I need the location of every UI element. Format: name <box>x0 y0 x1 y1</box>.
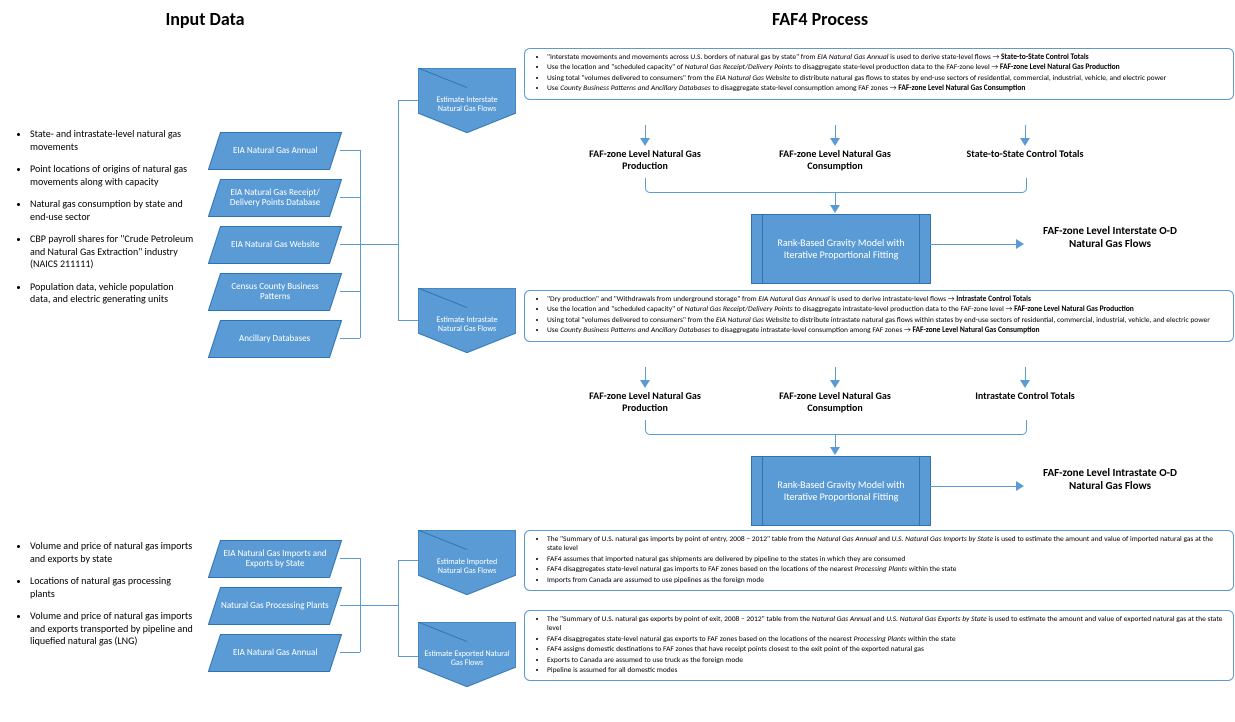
sub-out: Intrastate Control Totals <box>960 390 1090 402</box>
connector <box>340 150 360 151</box>
process-title: FAF4 Process <box>720 8 920 30</box>
box-item: Pipeline is assumed for all domestic mod… <box>547 666 1227 675</box>
sub-out: FAF-zone Level Natural Gas Production <box>580 148 710 171</box>
bullet-item: State- and intrastate-level natural gas … <box>30 128 196 153</box>
box-item: FAF4 disaggregates state-level natural g… <box>547 635 1227 644</box>
box-item: Using total "volumes delivered to consum… <box>547 316 1227 325</box>
data-source: Ancillary Databases <box>208 320 342 358</box>
data-source: EIA Natural Gas Website <box>208 226 342 264</box>
chevron-intrastate: Estimate Intrastate Natural Gas Flows <box>418 288 516 354</box>
bullet-item: Locations of natural gas processing plan… <box>30 575 196 600</box>
arrow-down-icon <box>830 138 840 146</box>
box-imported: The "Summary of U.S. natural gas imports… <box>524 530 1234 591</box>
arrow-down-icon <box>830 205 840 213</box>
connector <box>340 558 360 559</box>
connector <box>340 652 360 653</box>
connector <box>926 244 1016 245</box>
final-output: FAF-zone Level Intrastate O-D Natural Ga… <box>1030 466 1190 492</box>
sub-out: FAF-zone Level Natural Gas Consumption <box>770 148 900 171</box>
data-source: EIA Natural Gas Annual <box>208 634 342 672</box>
box-exported: The "Summary of U.S. natural gas exports… <box>524 610 1234 681</box>
connector <box>926 486 1016 487</box>
connector <box>340 244 360 245</box>
box-item: FAF4 assigns domestic destinations to FA… <box>547 645 1227 654</box>
connector <box>398 100 418 101</box>
bracket <box>645 420 1027 435</box>
box-item: Use the location and "scheduled capacity… <box>547 305 1227 314</box>
arrow-down-icon <box>1020 138 1030 146</box>
connector <box>340 197 360 198</box>
sub-out: FAF-zone Level Natural Gas Production <box>580 390 710 413</box>
box-interstate: "Interstate movements and movements acro… <box>524 48 1234 100</box>
input-bullets-bottom: Volume and price of natural gas imports … <box>16 540 196 658</box>
box-item: Exports to Canada are assumed to use tru… <box>547 656 1227 665</box>
box-item: The "Summary of U.S. natural gas exports… <box>547 615 1227 634</box>
connector <box>398 656 418 657</box>
arrow-down-icon <box>830 447 840 455</box>
box-item: FAF4 assumes that imported natural gas s… <box>547 555 1227 564</box>
connector <box>1025 125 1026 138</box>
connector <box>340 605 360 606</box>
data-source: EIA Natural Gas Annual <box>208 132 342 170</box>
bullet-item: Volume and price of natural gas imports … <box>30 540 196 565</box>
input-bullets-top: State- and intrastate-level natural gas … <box>16 128 196 316</box>
bullet-item: CBP payroll shares for "Crude Petroleum … <box>30 233 196 271</box>
input-title: Input Data <box>130 8 280 30</box>
connector <box>1025 367 1026 380</box>
arrow-right-icon <box>1016 481 1024 491</box>
arrow-down-icon <box>1020 380 1030 388</box>
model-box: Rank-Based Gravity Model with Iterative … <box>762 456 920 526</box>
connector <box>398 560 418 561</box>
arrow-down-icon <box>640 380 650 388</box>
box-item: FAF4 disaggregates state-level natural g… <box>547 565 1227 574</box>
sub-out: FAF-zone Level Natural Gas Consumption <box>770 390 900 413</box>
box-item: "Interstate movements and movements acro… <box>547 53 1227 62</box>
box-item: "Dry production" and "Withdrawals from u… <box>547 295 1227 304</box>
box-item: Use County Business Patterns and Ancilla… <box>547 84 1227 93</box>
bullet-item: Point locations of origins of natural ga… <box>30 163 196 188</box>
data-source: Census County Business Patterns <box>208 273 342 311</box>
box-intrastate: "Dry production" and "Withdrawals from u… <box>524 290 1234 342</box>
chevron-exported: Estimate Exported Natural Gas Flows <box>418 622 516 688</box>
box-item: Use the location and "scheduled capacity… <box>547 63 1227 72</box>
data-source: Natural Gas Processing Plants <box>208 587 342 625</box>
connector <box>340 291 360 292</box>
connector <box>645 367 646 380</box>
chevron-interstate: Estimate Interstate Natural Gas Flows <box>418 68 516 134</box>
bracket <box>645 178 1027 193</box>
connector <box>398 100 399 320</box>
connector <box>398 560 399 656</box>
box-item: The "Summary of U.S. natural gas imports… <box>547 535 1227 554</box>
connector <box>835 367 836 380</box>
sub-out: State-to-State Control Totals <box>960 148 1090 160</box>
arrow-down-icon <box>640 138 650 146</box>
data-source: EIA Natural Gas Imports and Exports by S… <box>208 540 342 578</box>
box-item: Using total "volumes delivered to consum… <box>547 74 1227 83</box>
arrow-right-icon <box>1016 239 1024 249</box>
arrow-down-icon <box>830 380 840 388</box>
connector <box>360 244 398 245</box>
model-box: Rank-Based Gravity Model with Iterative … <box>762 214 920 284</box>
bullet-item: Natural gas consumption by state and end… <box>30 198 196 223</box>
connector <box>835 125 836 138</box>
connector <box>645 125 646 138</box>
data-source: EIA Natural Gas Receipt/ Delivery Points… <box>208 179 342 217</box>
chevron-imported: Estimate Imported Natural Gas Flows <box>418 530 516 596</box>
connector <box>340 338 360 339</box>
bullet-item: Population data, vehicle population data… <box>30 281 196 306</box>
box-item: Use County Business Patterns and Ancilla… <box>547 326 1227 335</box>
bullet-item: Volume and price of natural gas imports … <box>30 610 196 648</box>
connector <box>360 605 398 606</box>
connector <box>398 320 418 321</box>
final-output: FAF-zone Level Interstate O-D Natural Ga… <box>1030 224 1190 250</box>
box-item: Imports from Canada are assumed to use p… <box>547 576 1227 585</box>
